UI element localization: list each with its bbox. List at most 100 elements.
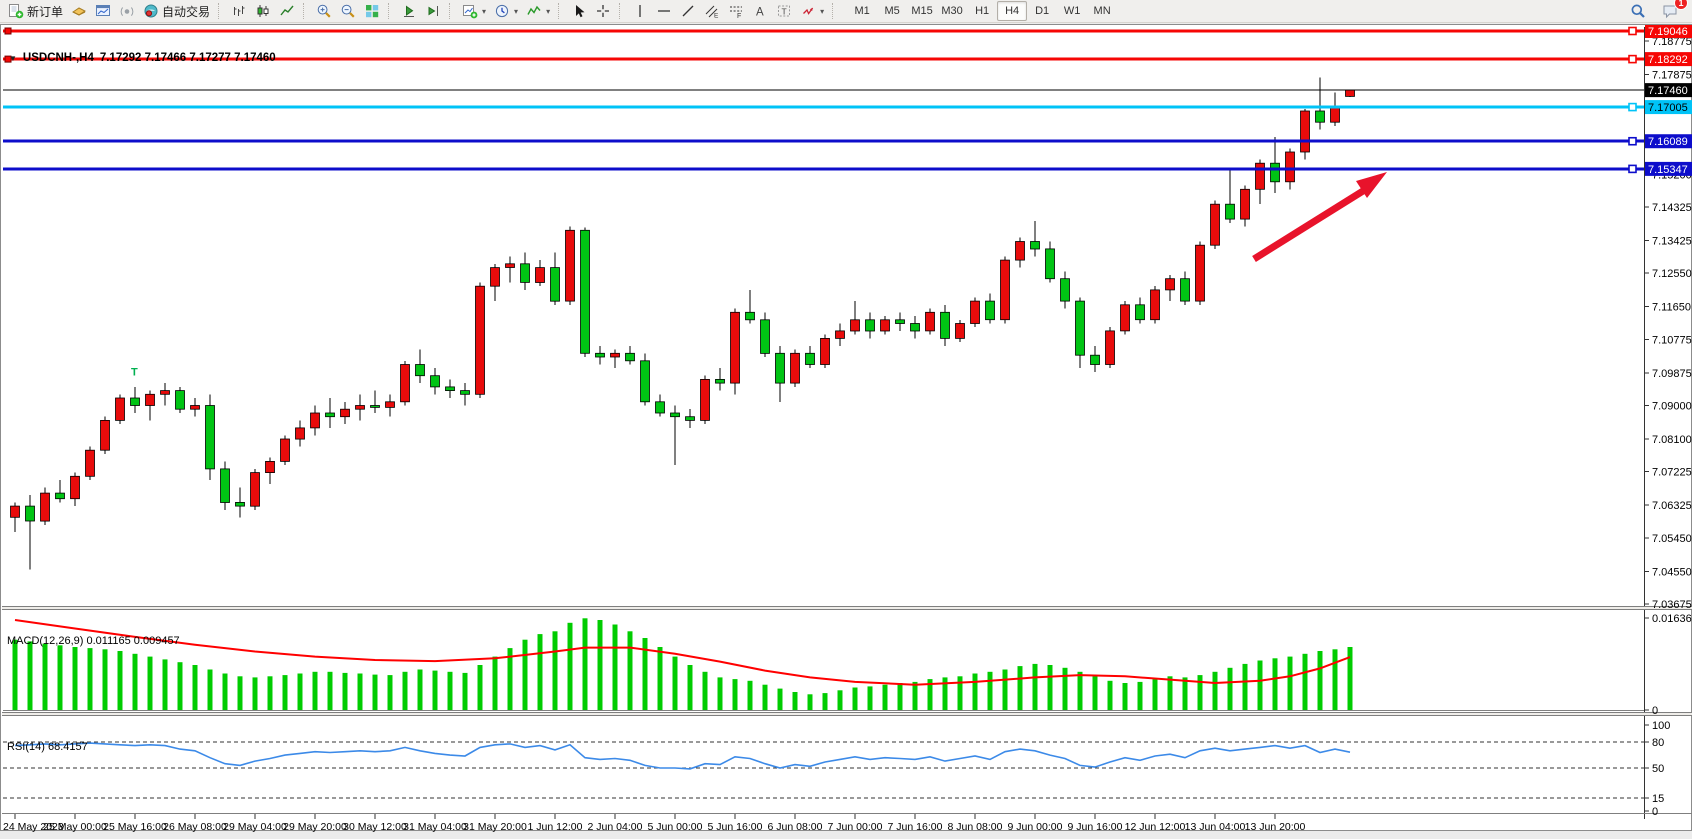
line-handle[interactable] — [1628, 164, 1637, 174]
bar-chart-button[interactable] — [227, 0, 251, 22]
timeframe-M1-button[interactable]: M1 — [854, 5, 870, 17]
toolbar-separator — [832, 3, 837, 19]
trend-arrow-annotation[interactable] — [1252, 172, 1387, 262]
chart-window-button[interactable] — [91, 0, 115, 22]
line-handle[interactable] — [1628, 136, 1637, 146]
crosshair-button[interactable] — [591, 0, 615, 22]
zoom-in-button[interactable] — [312, 0, 336, 22]
text-button[interactable]: A — [748, 0, 772, 22]
notifications-button[interactable]: 1 — [1658, 0, 1688, 22]
chart-ohlc-values: 7.17292 7.17466 7.17277 7.17460 — [99, 52, 276, 64]
candle — [220, 468, 230, 503]
new-chart-dropdown-icon[interactable]: ▾ — [482, 6, 487, 16]
candle — [160, 390, 170, 395]
candle — [1315, 110, 1325, 123]
indicators-list-dropdown-icon[interactable]: ▾ — [546, 6, 551, 16]
auto-scroll-button[interactable] — [397, 0, 421, 22]
price-tick-label: 7.08100 — [1652, 434, 1692, 446]
candle — [1225, 203, 1235, 220]
svg-text:7.16089: 7.16089 — [1648, 136, 1688, 148]
vertical-line-button[interactable] — [628, 0, 652, 22]
period-selector-dropdown-icon[interactable]: ▾ — [514, 6, 519, 16]
timeframe-M30-button[interactable]: M30 — [941, 5, 963, 17]
macd-indicator-label: MACD(12,26,9) 0.011165 0.009457 — [7, 635, 180, 647]
panel-splitter[interactable] — [2, 712, 1692, 716]
profiles-button[interactable] — [67, 0, 91, 22]
line-handle[interactable] — [1628, 26, 1637, 36]
candle — [865, 319, 875, 332]
symbol-dropdown-icon[interactable]: ▼ — [9, 53, 17, 63]
timeframe-H1-button[interactable]: H1 — [975, 5, 990, 17]
line-handle[interactable] — [1628, 102, 1637, 112]
profiles-icon — [72, 7, 87, 16]
timeframe-M5-button[interactable]: M5 — [884, 5, 900, 17]
line-handle[interactable] — [4, 55, 12, 63]
chart-shift-button[interactable] — [421, 0, 445, 22]
signals-button[interactable] — [115, 0, 139, 22]
price-tick-label: 7.10775 — [1652, 334, 1692, 346]
time-tick-label: 29 May 20:00 — [283, 821, 347, 832]
arrows-dropdown-icon[interactable]: ▾ — [820, 6, 825, 16]
trend-line-button[interactable] — [676, 0, 700, 22]
candlestick-chart-button[interactable] — [251, 0, 275, 22]
line-handle[interactable] — [4, 27, 12, 35]
timeframe-M15-button[interactable]: M15 — [911, 5, 933, 17]
signals-icon — [120, 7, 134, 17]
text-label-icon: T — [778, 5, 791, 17]
time-tick-label: 29 May 04:00 — [223, 821, 287, 832]
indicators-list-icon — [527, 5, 541, 15]
t-marker-annotation[interactable]: T — [131, 366, 138, 378]
price-tick-label: 7.13425 — [1652, 236, 1692, 248]
rsi-axis-label: 50 — [1652, 763, 1664, 775]
candle — [40, 492, 50, 522]
rsi-axis-label: 80 — [1652, 737, 1664, 749]
candle — [1150, 289, 1160, 321]
macd-histogram — [12, 618, 1353, 710]
zoom-out-icon — [341, 4, 355, 18]
time-tick-label: 5 Jun 00:00 — [648, 821, 703, 832]
line-handle[interactable] — [1628, 54, 1637, 64]
new-chart-button[interactable]: ▾ — [458, 0, 490, 22]
timeframe-D1-button[interactable]: D1 — [1035, 5, 1050, 17]
candle — [595, 352, 605, 358]
timeframe-MN-button[interactable]: MN — [1093, 5, 1111, 17]
candle — [295, 427, 305, 440]
equidistant-channel-icon: E — [705, 5, 719, 20]
candle — [655, 401, 665, 414]
candle — [10, 505, 20, 518]
time-tick-label: 7 Jun 16:00 — [888, 821, 943, 832]
time-tick-label: 9 Jun 16:00 — [1068, 821, 1123, 832]
arrows-button[interactable]: ▾ — [796, 0, 828, 22]
price-tick-label: 7.18775 — [1652, 36, 1692, 48]
equidistant-channel-button[interactable]: E — [700, 0, 724, 22]
tile-windows-button[interactable] — [360, 0, 384, 22]
new-order-button[interactable]: 新订单 — [4, 0, 67, 22]
svg-text:E: E — [714, 13, 719, 20]
candle — [895, 319, 905, 324]
candle — [280, 438, 290, 462]
search-button[interactable] — [1626, 0, 1650, 22]
cursor-button[interactable] — [567, 0, 591, 22]
candle — [715, 378, 725, 384]
candle — [1240, 188, 1250, 220]
bar-chart-icon — [234, 6, 245, 16]
text-label-button[interactable]: T — [772, 0, 796, 22]
timeframe-W1-button[interactable]: W1 — [1063, 5, 1081, 17]
price-chart-canvas: 7.187757.178757.152007.143257.134257.125… — [2, 25, 1692, 832]
horizontal-line-button[interactable] — [652, 0, 676, 22]
zoom-out-button[interactable] — [336, 0, 360, 22]
svg-text:7.18292: 7.18292 — [1648, 54, 1688, 66]
timeframe-H4-button[interactable]: H4 — [997, 1, 1028, 21]
fibonacci-retracement-icon: F — [730, 6, 743, 19]
candle — [820, 337, 830, 365]
candle — [1345, 89, 1355, 97]
price-tick-label: 7.14325 — [1652, 202, 1692, 214]
auto-trading-button[interactable]: 自动交易 — [139, 0, 214, 22]
candle — [355, 405, 365, 410]
candle — [520, 263, 530, 283]
period-selector-button[interactable]: ▾ — [490, 0, 522, 22]
indicators-list-button[interactable]: ▾ — [522, 0, 554, 22]
line-chart-button[interactable] — [275, 0, 299, 22]
fibonacci-retracement-button[interactable]: F — [724, 0, 748, 22]
panel-splitter[interactable] — [2, 606, 1692, 610]
